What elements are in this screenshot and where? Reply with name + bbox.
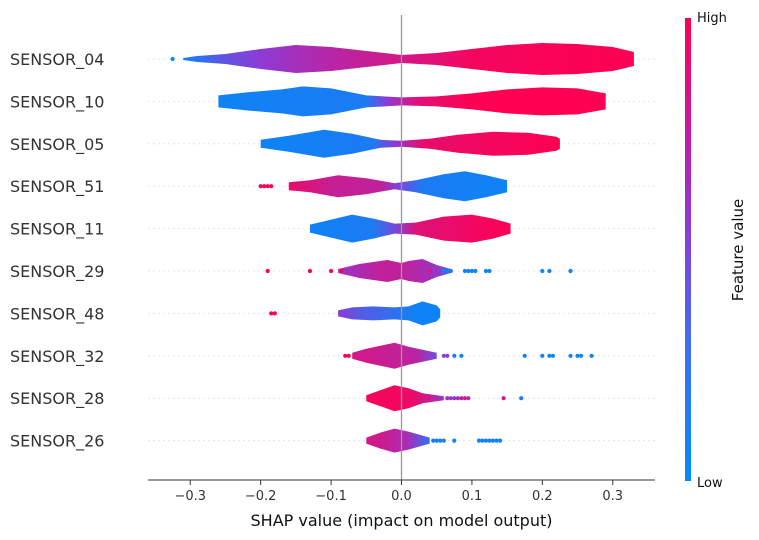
- outlier-point: [459, 353, 464, 358]
- violin-shape: [366, 385, 444, 412]
- feature-label: SENSOR_04: [10, 50, 104, 70]
- outlier-point: [258, 184, 263, 189]
- violin-shape: [352, 342, 437, 369]
- outlier-point: [550, 353, 556, 358]
- violin-shape: [338, 301, 441, 326]
- violin-shape: [218, 86, 606, 117]
- outlier-points: [170, 56, 594, 443]
- x-tick-label: −0.2: [245, 489, 277, 504]
- feature-label: SENSOR_32: [10, 347, 104, 367]
- outlier-point: [473, 268, 478, 274]
- outlier-point: [170, 56, 175, 62]
- violin-group: [183, 43, 634, 453]
- outlier-point: [462, 268, 467, 274]
- x-tick-label: 0.0: [391, 489, 412, 504]
- outlier-point: [589, 353, 594, 358]
- outlier-point: [452, 396, 457, 401]
- feature-label: SENSOR_05: [10, 135, 104, 155]
- feature-label: SENSOR_51: [10, 177, 104, 197]
- outlier-point: [498, 438, 503, 443]
- outlier-point: [490, 438, 496, 443]
- outlier-point: [265, 268, 270, 274]
- outlier-point: [466, 268, 471, 274]
- outlier-point: [262, 184, 267, 189]
- outlier-point: [469, 268, 474, 274]
- outlier-point: [455, 396, 460, 401]
- feature-label: SENSOR_10: [10, 92, 104, 112]
- feature-label: SENSOR_29: [10, 262, 104, 282]
- outlier-point: [445, 353, 450, 358]
- outlier-point: [483, 268, 489, 274]
- outlier-point: [540, 268, 545, 274]
- outlier-point: [568, 268, 573, 274]
- outlier-point: [522, 353, 527, 358]
- outlier-point: [466, 396, 471, 401]
- outlier-point: [547, 268, 552, 274]
- colorbar: High Low Feature value: [685, 11, 747, 491]
- colorbar-title: Feature value: [729, 199, 747, 301]
- outlier-point: [265, 184, 270, 189]
- x-tick-label: −0.1: [315, 489, 347, 504]
- outlier-point: [441, 438, 446, 443]
- outlier-point: [452, 353, 457, 358]
- violin-shape: [366, 428, 430, 453]
- feature-label: SENSOR_11: [10, 220, 104, 240]
- x-axis-ticks: −0.3 −0.2 −0.1 0.0 0.1 0.2 0.3: [174, 480, 623, 504]
- x-tick-label: 0.3: [602, 489, 623, 504]
- violin-shape: [260, 129, 560, 158]
- outlier-point: [487, 268, 492, 274]
- outlier-point: [441, 268, 446, 274]
- outlier-point: [329, 268, 334, 274]
- outlier-point: [438, 438, 443, 443]
- outlier-point: [445, 396, 450, 401]
- x-axis-title: SHAP value (impact on model output): [251, 511, 553, 530]
- outlier-point: [343, 353, 348, 358]
- outlier-point: [476, 438, 482, 443]
- outlier-point: [431, 438, 436, 443]
- outlier-point: [272, 311, 277, 316]
- colorbar-low-label: Low: [697, 476, 723, 491]
- outlier-point: [441, 353, 446, 358]
- outlier-point: [459, 396, 464, 401]
- outlier-point: [427, 268, 432, 274]
- outlier-point: [494, 438, 499, 443]
- outlier-point: [519, 396, 524, 401]
- outlier-point: [339, 268, 344, 274]
- outlier-point: [434, 438, 439, 443]
- outlier-point: [540, 353, 545, 358]
- outlier-point: [346, 353, 351, 358]
- outlier-point: [269, 184, 274, 189]
- outlier-point: [487, 438, 492, 443]
- outlier-point: [483, 438, 489, 443]
- outlier-point: [445, 268, 450, 274]
- colorbar-high-label: High: [697, 11, 727, 26]
- feature-label: SENSOR_48: [10, 304, 104, 324]
- outlier-point: [269, 311, 274, 316]
- outlier-point: [448, 396, 453, 401]
- violin-shape: [338, 259, 451, 283]
- feature-label: SENSOR_28: [10, 389, 104, 409]
- feature-labels: SENSOR_04 SENSOR_10 SENSOR_05 SENSOR_51 SENS…: [10, 50, 104, 452]
- outlier-point: [547, 353, 552, 358]
- feature-label: SENSOR_26: [10, 432, 104, 452]
- x-tick-label: −0.3: [174, 489, 206, 504]
- violin-shape: [288, 171, 508, 202]
- outlier-point: [579, 353, 584, 358]
- x-tick-label: 0.2: [532, 489, 553, 504]
- outlier-point: [448, 268, 453, 274]
- outlier-point: [501, 396, 506, 401]
- colorbar-gradient: [685, 18, 691, 481]
- outlier-point: [462, 396, 467, 401]
- outlier-point: [480, 438, 485, 443]
- x-tick-label: 0.1: [462, 489, 483, 504]
- outlier-point: [452, 438, 457, 443]
- outlier-point: [575, 353, 580, 358]
- outlier-point: [568, 353, 573, 358]
- violin-shape: [310, 214, 511, 243]
- x-axis: −0.3 −0.2 −0.1 0.0 0.1 0.2 0.3 SHAP value (imp…: [148, 479, 655, 530]
- violin-shape: [183, 43, 634, 75]
- outlier-point: [307, 268, 313, 274]
